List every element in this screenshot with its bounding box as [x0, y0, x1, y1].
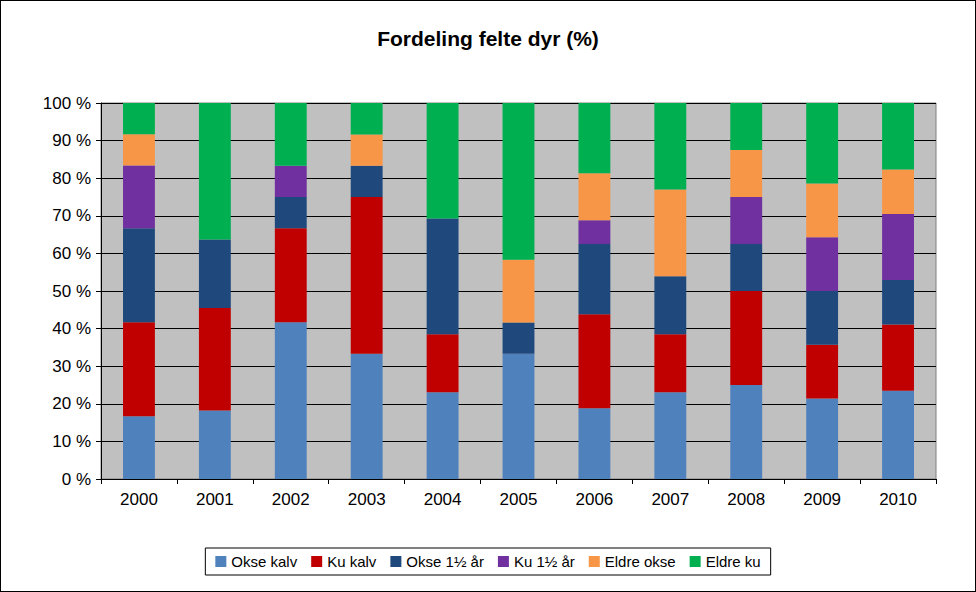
- svg-text:80 %: 80 %: [52, 169, 91, 188]
- svg-text:70 %: 70 %: [52, 206, 91, 225]
- svg-text:60 %: 60 %: [52, 244, 91, 263]
- svg-text:2004: 2004: [424, 490, 462, 509]
- svg-text:Eldre okse: Eldre okse: [605, 553, 676, 570]
- svg-text:Eldre ku: Eldre ku: [706, 553, 761, 570]
- svg-text:30 %: 30 %: [52, 357, 91, 376]
- svg-text:2008: 2008: [727, 490, 765, 509]
- svg-text:Ku 1½ år: Ku 1½ år: [514, 553, 575, 570]
- svg-text:2003: 2003: [348, 490, 386, 509]
- svg-text:2005: 2005: [500, 490, 538, 509]
- svg-text:100 %: 100 %: [43, 94, 91, 113]
- svg-text:2007: 2007: [651, 490, 689, 509]
- svg-text:2009: 2009: [803, 490, 841, 509]
- svg-text:10 %: 10 %: [52, 432, 91, 451]
- svg-text:2002: 2002: [272, 490, 310, 509]
- svg-text:0 %: 0 %: [62, 470, 91, 489]
- svg-text:Okse kalv: Okse kalv: [231, 553, 297, 570]
- svg-text:2001: 2001: [196, 490, 234, 509]
- svg-text:2010: 2010: [879, 490, 917, 509]
- svg-text:2006: 2006: [575, 490, 613, 509]
- svg-text:50 %: 50 %: [52, 282, 91, 301]
- svg-text:Okse 1½ år: Okse 1½ år: [406, 553, 484, 570]
- svg-text:Fordeling felte dyr (%): Fordeling felte dyr (%): [377, 27, 599, 50]
- svg-text:20 %: 20 %: [52, 394, 91, 413]
- svg-text:Ku kalv: Ku kalv: [327, 553, 377, 570]
- svg-text:90 %: 90 %: [52, 131, 91, 150]
- svg-text:2000: 2000: [120, 490, 158, 509]
- svg-text:40 %: 40 %: [52, 319, 91, 338]
